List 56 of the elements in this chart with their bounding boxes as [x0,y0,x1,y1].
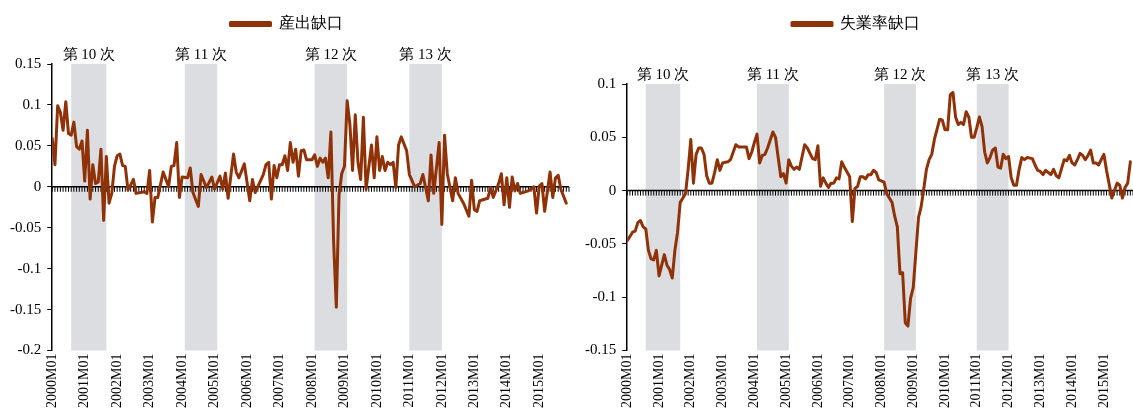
y-tick-label: 0.05 [15,136,42,153]
band-label: 第 10 次 [636,66,690,83]
x-tick-label: 2006M01 [809,353,825,408]
x-tick-label: 2014M01 [498,353,514,408]
x-tick-label: 2001M01 [650,353,666,408]
y-tick-label: 0.15 [15,54,42,71]
x-tick-label: 2013M01 [1031,353,1047,408]
band-label: 第 11 次 [746,66,799,83]
x-tick-label: 2000M01 [618,353,634,408]
y-tick-label: -0.05 [585,234,617,251]
band-label: 第 11 次 [175,46,228,63]
band-label: 第 13 次 [399,46,452,63]
band-label: 第 13 次 [966,66,1019,83]
x-tick-label: 2004M01 [173,353,189,408]
x-tick-label: 2012M01 [1000,353,1016,408]
y-tick-label: 0 [608,181,617,198]
x-tick-label: 2007M01 [841,353,857,408]
x-tick-label: 2000M01 [43,353,59,408]
x-tick-label: 2002M01 [682,353,698,408]
y-tick-label: 0 [33,177,42,194]
legend-label: 産出缺口 [278,14,343,32]
x-tick-label: 2008M01 [303,353,319,408]
y-tick-label: -0.15 [10,300,42,317]
y-tick-label: 0.1 [22,95,42,112]
x-tick-label: 2014M01 [1063,353,1079,408]
x-tick-label: 2005M01 [206,353,222,408]
x-tick-label: 2013M01 [465,353,481,408]
y-tick-label: -0.15 [585,341,617,358]
x-tick-label: 2002M01 [108,353,124,408]
x-tick-label: 2006M01 [238,353,254,408]
band-label: 第 12 次 [304,46,358,63]
x-tick-label: 2015M01 [1095,353,1111,408]
x-tick-label: 2003M01 [714,353,730,408]
y-tick-label: -0.2 [17,341,42,358]
x-tick-label: 2004M01 [746,353,762,408]
x-tick-label: 2005M01 [777,353,793,408]
x-tick-label: 2007M01 [271,353,287,408]
band-label: 第 10 次 [62,46,116,63]
band-label: 第 12 次 [873,66,927,83]
legend-label: 失業率缺口 [840,14,920,32]
x-tick-label: 2012M01 [433,353,449,408]
x-tick-label: 2009M01 [904,353,920,408]
x-tick-label: 2011M01 [968,353,984,408]
x-tick-label: 2010M01 [368,353,384,408]
x-tick-label: 2001M01 [76,353,92,408]
y-tick-label: -0.1 [17,259,42,276]
x-tick-label: 2008M01 [873,353,889,408]
x-tick-label: 2011M01 [401,353,417,408]
y-tick-label: -0.1 [592,288,617,305]
x-tick-label: 2015M01 [530,353,546,408]
y-tick-label: 0.05 [590,128,617,145]
x-tick-label: 2010M01 [936,353,952,408]
x-tick-label: 2003M01 [141,353,157,408]
x-tick-label: 2009M01 [336,353,352,408]
y-tick-label: 0.1 [597,74,617,91]
y-tick-label: -0.05 [10,218,42,235]
